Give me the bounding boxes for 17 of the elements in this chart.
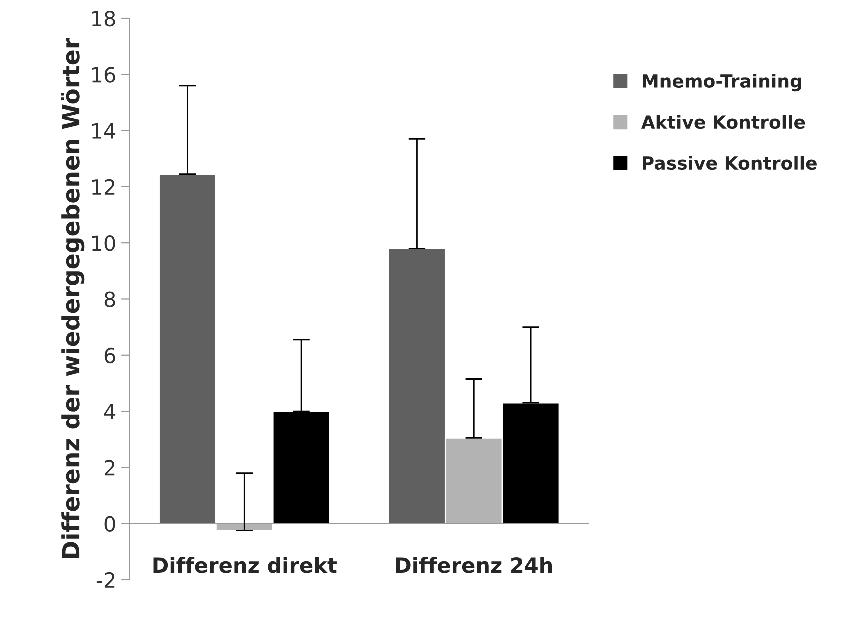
y-axis-title: Differenz der wiedergegebenen Wörter [61,38,85,558]
y-tick-label: -2 [96,572,115,588]
x-tick-label: Differenz 24h [396,557,552,574]
x-tick-label: Differenz direkt [154,557,337,574]
y-tick-label: 6 [104,348,116,364]
legend-label: Aktive Kontrolle [641,115,806,130]
y-tick-label: 0 [104,516,116,532]
y-tick-label: 10 [92,236,116,252]
y-tick-label: 16 [92,67,116,83]
y-tick-label: 2 [104,460,115,476]
y-tick-label: 8 [104,292,116,308]
y-tick-label: 18 [92,10,116,27]
legend-label: Passive Kontrolle [643,156,817,170]
legend-label: Mnemo-Training [643,74,802,92]
y-tick-label: 12 [92,179,115,195]
y-tick-label: 14 [92,124,116,139]
y-tick-label: 4 [104,404,116,420]
